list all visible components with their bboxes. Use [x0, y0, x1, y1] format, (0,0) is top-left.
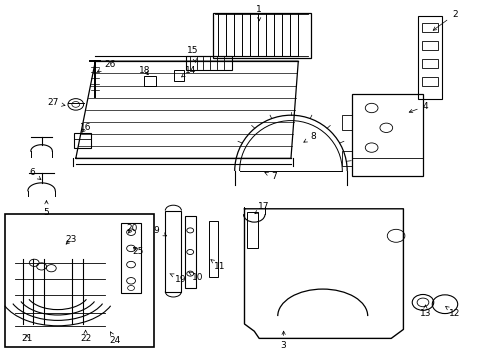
Text: 17: 17 [254, 202, 269, 214]
Bar [342, 115, 351, 130]
Text: 11: 11 [210, 260, 225, 271]
Bar [144, 76, 156, 86]
Text: 20: 20 [126, 224, 138, 233]
Text: 27: 27 [47, 98, 65, 107]
Bar [173, 70, 184, 81]
Bar [421, 41, 437, 50]
Text: 23: 23 [65, 235, 77, 244]
Bar [121, 223, 141, 293]
Text: 25: 25 [132, 247, 143, 256]
Text: 18: 18 [138, 66, 150, 75]
Bar [421, 23, 437, 32]
Text: 7: 7 [264, 172, 276, 181]
Text: 8: 8 [303, 132, 315, 142]
Text: 2: 2 [432, 10, 457, 30]
Bar [5, 214, 154, 347]
Text: 15: 15 [187, 46, 199, 62]
Bar [342, 151, 351, 166]
Bar [74, 133, 91, 148]
Text: 22: 22 [80, 330, 91, 343]
Text: 9: 9 [153, 226, 166, 236]
Bar [184, 216, 195, 288]
Bar [421, 77, 437, 86]
Text: 10: 10 [188, 272, 203, 282]
Bar [209, 221, 218, 277]
Text: 14: 14 [181, 66, 196, 77]
Text: 13: 13 [419, 305, 430, 318]
Text: 6: 6 [29, 168, 41, 180]
Text: 3: 3 [280, 331, 286, 350]
Text: 26: 26 [97, 60, 116, 72]
Text: 1: 1 [256, 4, 262, 21]
Bar [417, 16, 441, 99]
Text: 5: 5 [43, 201, 49, 217]
Text: 4: 4 [408, 102, 427, 113]
Bar [246, 212, 257, 248]
Bar [165, 211, 181, 292]
Bar [212, 13, 310, 58]
Bar [351, 94, 422, 176]
Text: 16: 16 [80, 123, 91, 132]
Text: 21: 21 [21, 334, 33, 343]
Text: 19: 19 [169, 274, 186, 284]
Text: 24: 24 [109, 332, 121, 345]
Text: 12: 12 [445, 306, 460, 318]
Bar [421, 59, 437, 68]
Bar [185, 56, 232, 70]
